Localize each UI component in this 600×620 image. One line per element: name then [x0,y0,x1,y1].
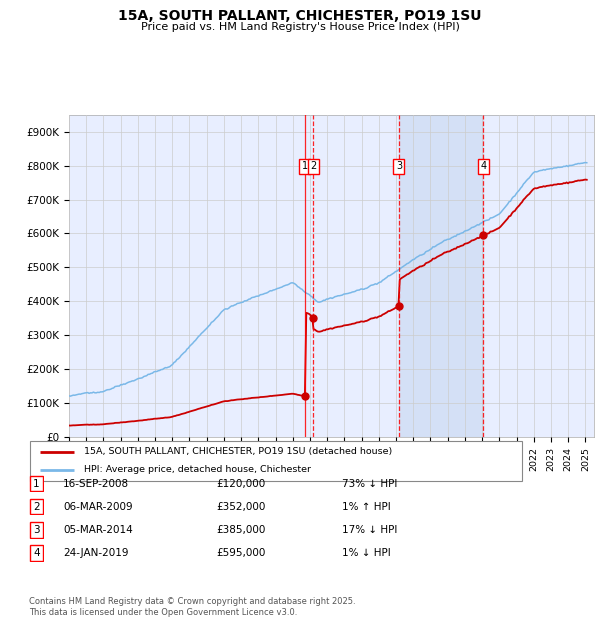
FancyBboxPatch shape [29,498,43,515]
Text: 3: 3 [396,161,402,171]
Text: 3: 3 [33,525,40,535]
Text: 73% ↓ HPI: 73% ↓ HPI [342,479,397,489]
Text: 1% ↓ HPI: 1% ↓ HPI [342,548,391,558]
Text: Contains HM Land Registry data © Crown copyright and database right 2025.
This d: Contains HM Land Registry data © Crown c… [29,598,355,617]
Text: £120,000: £120,000 [216,479,265,489]
Text: 1% ↑ HPI: 1% ↑ HPI [342,502,391,512]
Text: 17% ↓ HPI: 17% ↓ HPI [342,525,397,535]
FancyBboxPatch shape [29,476,43,492]
Text: 15A, SOUTH PALLANT, CHICHESTER, PO19 1SU (detached house): 15A, SOUTH PALLANT, CHICHESTER, PO19 1SU… [84,448,392,456]
Text: £352,000: £352,000 [216,502,265,512]
Text: 15A, SOUTH PALLANT, CHICHESTER, PO19 1SU: 15A, SOUTH PALLANT, CHICHESTER, PO19 1SU [118,9,482,24]
Text: 4: 4 [33,548,40,558]
Bar [399,115,484,437]
FancyBboxPatch shape [29,522,43,538]
Text: 1: 1 [33,479,40,489]
Text: Price paid vs. HM Land Registry's House Price Index (HPI): Price paid vs. HM Land Registry's House … [140,22,460,32]
FancyBboxPatch shape [30,441,522,481]
Text: 1: 1 [302,161,308,171]
FancyBboxPatch shape [29,545,43,561]
Text: 2: 2 [33,502,40,512]
Text: 06-MAR-2009: 06-MAR-2009 [63,502,133,512]
Text: 4: 4 [480,161,487,171]
Text: 2: 2 [310,161,316,171]
Text: £595,000: £595,000 [216,548,265,558]
Text: 16-SEP-2008: 16-SEP-2008 [63,479,129,489]
Text: 05-MAR-2014: 05-MAR-2014 [63,525,133,535]
Text: HPI: Average price, detached house, Chichester: HPI: Average price, detached house, Chic… [84,466,311,474]
Text: 24-JAN-2019: 24-JAN-2019 [63,548,128,558]
Text: £385,000: £385,000 [216,525,265,535]
